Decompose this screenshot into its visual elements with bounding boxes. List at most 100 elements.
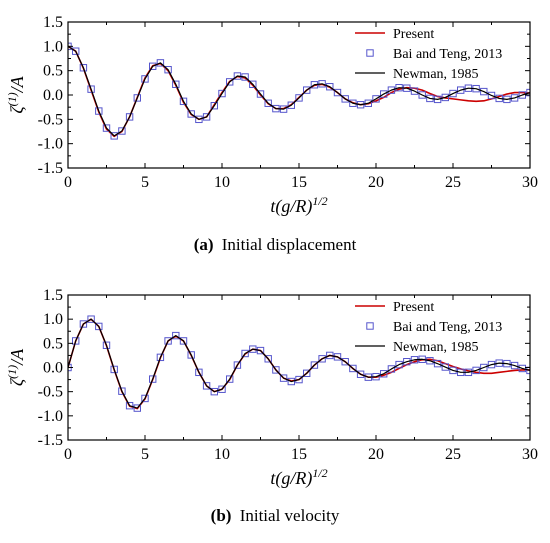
data-point-marker [195, 368, 203, 377]
data-point-marker [333, 88, 342, 97]
data-point-marker [356, 370, 365, 378]
data-point-marker [156, 59, 165, 67]
data-point-marker [441, 363, 450, 371]
data-point-marker [72, 47, 80, 55]
y-tick-label: 1.0 [43, 311, 63, 328]
data-point-marker [287, 101, 296, 109]
plot-area [68, 315, 530, 412]
data-point-marker [272, 366, 280, 374]
data-point-marker [179, 97, 188, 106]
chart-panel-a: (a) Initial displacement 0 5 10 15 20 25 30 -1.… [5, 14, 538, 254]
data-point-marker [102, 124, 111, 132]
legend-swatch-bai-and-teng-2013 [366, 49, 374, 57]
data-point-marker [149, 375, 157, 383]
data-point-marker [326, 83, 334, 91]
data-point-marker [149, 62, 157, 70]
data-point-marker [380, 90, 388, 98]
y-tick-label: -0.5 [38, 384, 63, 401]
data-point-marker [233, 361, 242, 369]
data-point-marker [226, 375, 234, 383]
data-point-marker [95, 322, 103, 331]
data-point-marker [449, 366, 457, 375]
data-point-marker [264, 99, 272, 107]
data-point-marker [187, 110, 195, 118]
data-point-marker [256, 90, 265, 98]
y-tick-label: -0.5 [38, 111, 63, 128]
data-point-marker [264, 355, 272, 363]
series-line-newman-1985 [68, 45, 530, 137]
data-point-marker [303, 369, 311, 378]
data-point-marker [125, 113, 134, 121]
data-point-marker [79, 320, 88, 328]
data-point-marker [164, 65, 172, 74]
y-tick-label: -1.5 [38, 160, 63, 177]
y-axis-label-superscript: (1) [5, 92, 19, 106]
data-point-marker [279, 374, 288, 382]
data-point-marker [472, 366, 480, 375]
data-point-marker [433, 359, 442, 368]
caption-a-text: Initial displacement [222, 235, 357, 254]
series-markers-bai-and-teng-2013 [68, 315, 530, 412]
data-point-marker [318, 355, 326, 363]
data-point-marker [387, 365, 396, 373]
data-point-marker [210, 387, 219, 396]
caption-b-label: (b) [211, 506, 232, 525]
x-axis-label-part: t(g/R) [270, 196, 312, 217]
y-tick-label: 0.5 [43, 63, 63, 80]
data-point-marker [295, 375, 303, 384]
x-tick-label: 20 [368, 174, 384, 191]
data-point-marker [341, 358, 349, 366]
x-axis-label: t(g/R)1/2 [270, 466, 327, 489]
plot-frame [67, 294, 531, 441]
data-point-marker [179, 337, 188, 345]
data-point-marker [195, 115, 203, 124]
data-point-marker [241, 349, 249, 358]
data-point-marker [141, 75, 149, 83]
data-point-marker [133, 404, 142, 412]
data-point-marker [441, 93, 450, 102]
x-axis-label-superscript: 1/2 [312, 194, 327, 208]
data-point-marker [287, 377, 296, 386]
data-point-marker [372, 95, 380, 103]
data-point-marker [403, 358, 411, 366]
data-point-marker [133, 94, 142, 102]
series-markers-bai-and-teng-2013 [68, 42, 530, 140]
x-tick-label: 20 [368, 446, 384, 463]
legend-label-present: Present [393, 300, 434, 315]
y-tick-label: 0.0 [43, 360, 63, 377]
legend-label-newman-1985: Newman, 1985 [393, 340, 479, 355]
data-point-marker [110, 365, 118, 374]
data-point-marker [295, 94, 303, 102]
data-point-marker [110, 132, 118, 140]
data-point-marker [172, 331, 180, 340]
x-tick-label: 10 [214, 174, 230, 191]
data-point-marker [249, 80, 257, 88]
data-point-marker [395, 360, 403, 369]
data-point-marker [487, 91, 496, 100]
x-tick-label: 30 [522, 446, 538, 463]
data-point-marker [480, 87, 488, 96]
data-point-marker [118, 127, 126, 135]
y-tick-label: 1.0 [43, 38, 63, 55]
y-tick-label: 0.5 [43, 335, 63, 352]
caption-b: (b) Initial velocity [211, 506, 340, 525]
x-tick-label: 25 [445, 446, 461, 463]
y-axis-label-superscript: (1) [5, 365, 19, 379]
x-tick-label: 30 [522, 174, 538, 191]
data-point-marker [210, 102, 219, 110]
data-point-marker [480, 363, 488, 372]
legend: Present Bai and Teng, 2013 Newman, 1985 [355, 300, 502, 355]
y-axis-label-part: ζ [7, 377, 27, 386]
data-point-marker [518, 364, 526, 373]
data-point-marker [118, 387, 126, 395]
chart-panel-b: (b) Initial velocity 0 5 10 15 20 25 30 -1.5 -1.… [5, 287, 538, 525]
data-point-marker [387, 86, 396, 94]
x-axis-label-superscript: 1/2 [312, 466, 327, 480]
caption-a-label: (a) [194, 235, 214, 254]
data-point-marker [72, 337, 80, 345]
y-tick-label: -1.5 [38, 432, 63, 449]
legend: Present Bai and Teng, 2013 Newman, 1985 [355, 27, 502, 82]
y-axis-label-part: /A [7, 348, 27, 366]
x-tick-label: 5 [141, 174, 149, 191]
